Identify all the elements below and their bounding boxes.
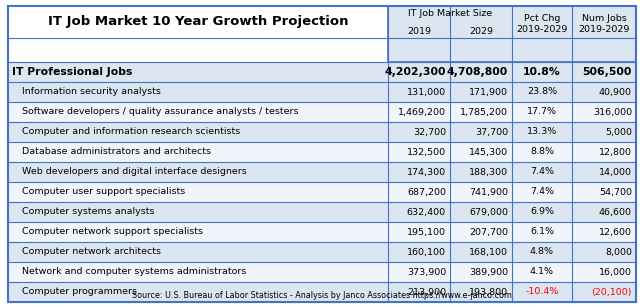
- Text: 16,000: 16,000: [599, 268, 632, 277]
- Bar: [8, 82, 636, 102]
- Text: 316,000: 316,000: [593, 107, 632, 116]
- Text: 687,200: 687,200: [407, 188, 446, 197]
- Bar: [8, 122, 636, 142]
- Text: 632,400: 632,400: [407, 208, 446, 217]
- Text: 741,900: 741,900: [469, 188, 508, 197]
- Text: 4.8%: 4.8%: [530, 248, 554, 257]
- Text: 1,469,200: 1,469,200: [398, 107, 446, 116]
- Text: 131,000: 131,000: [407, 87, 446, 96]
- Text: Computer network support specialists: Computer network support specialists: [22, 228, 203, 237]
- Bar: [388, 6, 636, 62]
- Text: 373,900: 373,900: [407, 268, 446, 277]
- Text: 132,500: 132,500: [407, 148, 446, 156]
- Bar: [8, 242, 636, 262]
- Text: 168,100: 168,100: [469, 248, 508, 257]
- Text: -10.4%: -10.4%: [526, 287, 559, 297]
- Text: 14,000: 14,000: [599, 168, 632, 176]
- Text: 40,900: 40,900: [599, 87, 632, 96]
- Text: 6.9%: 6.9%: [530, 208, 554, 217]
- Text: 174,300: 174,300: [407, 168, 446, 176]
- Text: 13.3%: 13.3%: [527, 128, 557, 136]
- Text: 213,900: 213,900: [407, 287, 446, 297]
- Text: 193,800: 193,800: [469, 287, 508, 297]
- Text: Web developers and digital interface designers: Web developers and digital interface des…: [22, 168, 247, 176]
- Text: 32,700: 32,700: [413, 128, 446, 136]
- Text: Network and computer systems administrators: Network and computer systems administrat…: [22, 268, 247, 277]
- Text: 195,100: 195,100: [407, 228, 446, 237]
- Bar: [8, 6, 388, 62]
- Text: 12,600: 12,600: [599, 228, 632, 237]
- Bar: [8, 102, 636, 122]
- Text: 46,600: 46,600: [599, 208, 632, 217]
- Text: 5,000: 5,000: [605, 128, 632, 136]
- Text: 17.7%: 17.7%: [527, 107, 557, 116]
- Text: 7.4%: 7.4%: [530, 168, 554, 176]
- Bar: [8, 222, 636, 242]
- Text: Pct Chg
2019-2029: Pct Chg 2019-2029: [516, 14, 568, 34]
- Text: Computer and information research scientists: Computer and information research scient…: [22, 128, 240, 136]
- Text: Computer systems analysts: Computer systems analysts: [22, 208, 155, 217]
- Text: 10.8%: 10.8%: [523, 67, 561, 77]
- Text: 145,300: 145,300: [469, 148, 508, 156]
- Bar: [8, 142, 636, 162]
- Text: IT Job Market 10 Year Growth Projection: IT Job Market 10 Year Growth Projection: [48, 15, 348, 29]
- Text: 506,500: 506,500: [583, 67, 632, 77]
- Bar: [8, 282, 636, 302]
- Text: Source: U.S. Bureau of Labor Statistics - Analysis by Janco Associates https://w: Source: U.S. Bureau of Labor Statistics …: [132, 290, 512, 299]
- Bar: [8, 262, 636, 282]
- Text: 23.8%: 23.8%: [527, 87, 557, 96]
- Text: Computer programmers: Computer programmers: [22, 287, 137, 297]
- Text: Database administrators and architects: Database administrators and architects: [22, 148, 211, 156]
- Text: 37,700: 37,700: [475, 128, 508, 136]
- Text: 2029: 2029: [469, 26, 493, 35]
- Bar: [8, 182, 636, 202]
- Bar: [388, 6, 636, 62]
- Text: 171,900: 171,900: [469, 87, 508, 96]
- Text: Num Jobs
2019-2029: Num Jobs 2019-2029: [578, 14, 630, 34]
- Text: Computer user support specialists: Computer user support specialists: [22, 188, 185, 197]
- Text: 54,700: 54,700: [599, 188, 632, 197]
- Text: 6.1%: 6.1%: [530, 228, 554, 237]
- Text: 7.4%: 7.4%: [530, 188, 554, 197]
- Text: 389,900: 389,900: [469, 268, 508, 277]
- Text: 8,000: 8,000: [605, 248, 632, 257]
- Text: 188,300: 188,300: [469, 168, 508, 176]
- Text: 4,202,300: 4,202,300: [384, 67, 446, 77]
- Text: Information security analysts: Information security analysts: [22, 87, 161, 96]
- Text: 1,785,200: 1,785,200: [460, 107, 508, 116]
- Text: (20,100): (20,100): [591, 287, 632, 297]
- Text: 207,700: 207,700: [469, 228, 508, 237]
- Text: IT Job Market Size: IT Job Market Size: [408, 9, 492, 18]
- Bar: [8, 202, 636, 222]
- Text: IT Professional Jobs: IT Professional Jobs: [12, 67, 133, 77]
- Bar: [8, 62, 636, 82]
- Text: 160,100: 160,100: [407, 248, 446, 257]
- Text: Software developers / quality assurance analysts / testers: Software developers / quality assurance …: [22, 107, 299, 116]
- Text: 4,708,800: 4,708,800: [447, 67, 508, 77]
- Text: 4.1%: 4.1%: [530, 268, 554, 277]
- Text: 2019: 2019: [407, 26, 431, 35]
- Text: Computer network architects: Computer network architects: [22, 248, 161, 257]
- Text: 12,800: 12,800: [599, 148, 632, 156]
- Text: 679,000: 679,000: [469, 208, 508, 217]
- Bar: [8, 162, 636, 182]
- Text: 8.8%: 8.8%: [530, 148, 554, 156]
